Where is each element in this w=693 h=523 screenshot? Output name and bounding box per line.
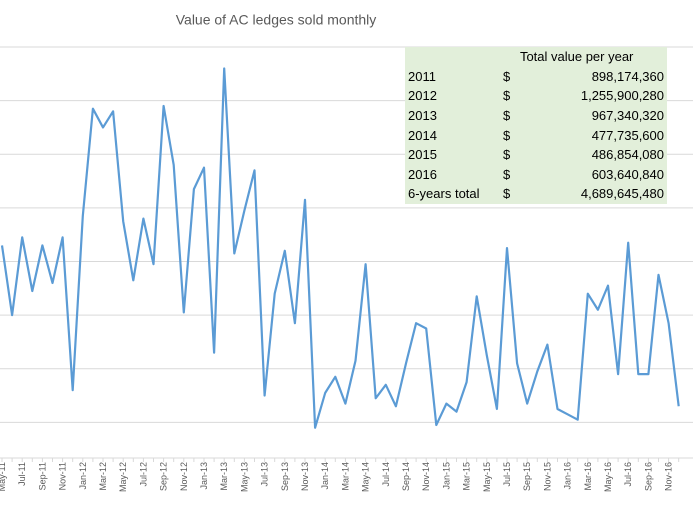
year-cell: 6-years total — [408, 186, 480, 202]
value-cell: 1,255,900,280 — [580, 88, 664, 104]
x-tick-label: Jul-11 — [17, 462, 27, 486]
value-cell: 898,174,360 — [591, 68, 664, 84]
value-cell: 603,640,840 — [591, 166, 664, 182]
x-tick-label: Jul-13 — [260, 462, 270, 487]
x-tick-label: Jan-15 — [441, 462, 451, 490]
currency-cell: $ — [502, 147, 511, 163]
x-tick-label: May-15 — [482, 462, 492, 492]
x-tick-label: Nov-15 — [542, 462, 552, 491]
x-tick-label: May-14 — [361, 462, 371, 492]
summary-table: Total value per year 2011 $898,174,360 2012… — [405, 47, 667, 204]
x-tick-label: Jul-12 — [138, 462, 148, 487]
x-tick-label: May-11 — [0, 462, 7, 491]
x-tick-label: Mar-16 — [583, 462, 593, 491]
x-tick-label: Jan-16 — [563, 462, 573, 490]
cell — [405, 47, 500, 67]
year-cell: 2015 — [408, 147, 437, 163]
x-tick-label: Mar-12 — [98, 462, 108, 491]
x-tick-label: Sep-15 — [522, 462, 532, 491]
x-tick-label: Mar-14 — [340, 462, 350, 491]
value-cell: 477,735,600 — [591, 127, 664, 143]
currency-cell: $ — [502, 108, 511, 124]
currency-cell: $ — [502, 186, 511, 202]
x-tick-label: Jan-13 — [199, 462, 209, 490]
x-tick-label: Mar-15 — [462, 462, 472, 491]
x-tick-label: May-16 — [603, 462, 613, 492]
x-tick-label: Sep-14 — [401, 462, 411, 491]
table-row: 2011 $898,174,360 — [405, 67, 667, 87]
x-tick-label: Jan-12 — [78, 462, 88, 490]
year-cell: 2011 — [408, 68, 436, 84]
table-row: 6-years total $4,689,645,480 — [405, 184, 667, 204]
value-cell: 967,340,320 — [591, 108, 664, 124]
x-tick-label: Nov-11 — [58, 462, 68, 490]
x-tick-label: Jan-14 — [320, 462, 330, 490]
x-tick-label: Sep-13 — [280, 462, 290, 491]
x-tick-label: Nov-14 — [421, 462, 431, 491]
table-row: 2013 $967,340,320 — [405, 106, 667, 126]
year-cell: 2012 — [408, 88, 437, 104]
table-row: 2012 $1,255,900,280 — [405, 86, 667, 106]
x-tick-label: May-13 — [239, 462, 249, 492]
x-tick-label: Nov-16 — [664, 462, 674, 491]
year-cell: 2014 — [408, 127, 437, 143]
table-header: Total value per year — [519, 49, 634, 65]
x-tick-label: Sep-16 — [643, 462, 653, 491]
table-header-row: Total value per year — [405, 47, 667, 67]
x-tick-label: Jul-16 — [623, 462, 633, 487]
x-tick-label: Mar-13 — [219, 462, 229, 491]
value-cell: 4,689,645,480 — [580, 186, 664, 202]
currency-cell: $ — [502, 127, 511, 143]
chart-title: Value of AC ledges sold monthly — [176, 12, 377, 28]
year-cell: 2013 — [408, 108, 437, 124]
table-row: 2014 $477,735,600 — [405, 125, 667, 145]
table-row: 2015 $486,854,080 — [405, 145, 667, 165]
value-cell: 486,854,080 — [591, 147, 664, 163]
year-cell: 2016 — [408, 166, 437, 182]
x-tick-label: Sep-11 — [37, 462, 47, 490]
x-tick-label: May-12 — [118, 462, 128, 492]
currency-cell: $ — [502, 166, 511, 182]
currency-cell: $ — [502, 68, 511, 84]
x-tick-label: Nov-13 — [300, 462, 310, 491]
table-row: 2016 $603,640,840 — [405, 165, 667, 185]
data-line — [0, 67, 680, 429]
currency-cell: $ — [502, 88, 511, 104]
x-tick-label: Sep-12 — [159, 462, 169, 491]
x-tick-label: Nov-12 — [179, 462, 189, 491]
x-tick-label: Jul-15 — [502, 462, 512, 487]
x-tick-label: Jul-14 — [381, 462, 391, 487]
